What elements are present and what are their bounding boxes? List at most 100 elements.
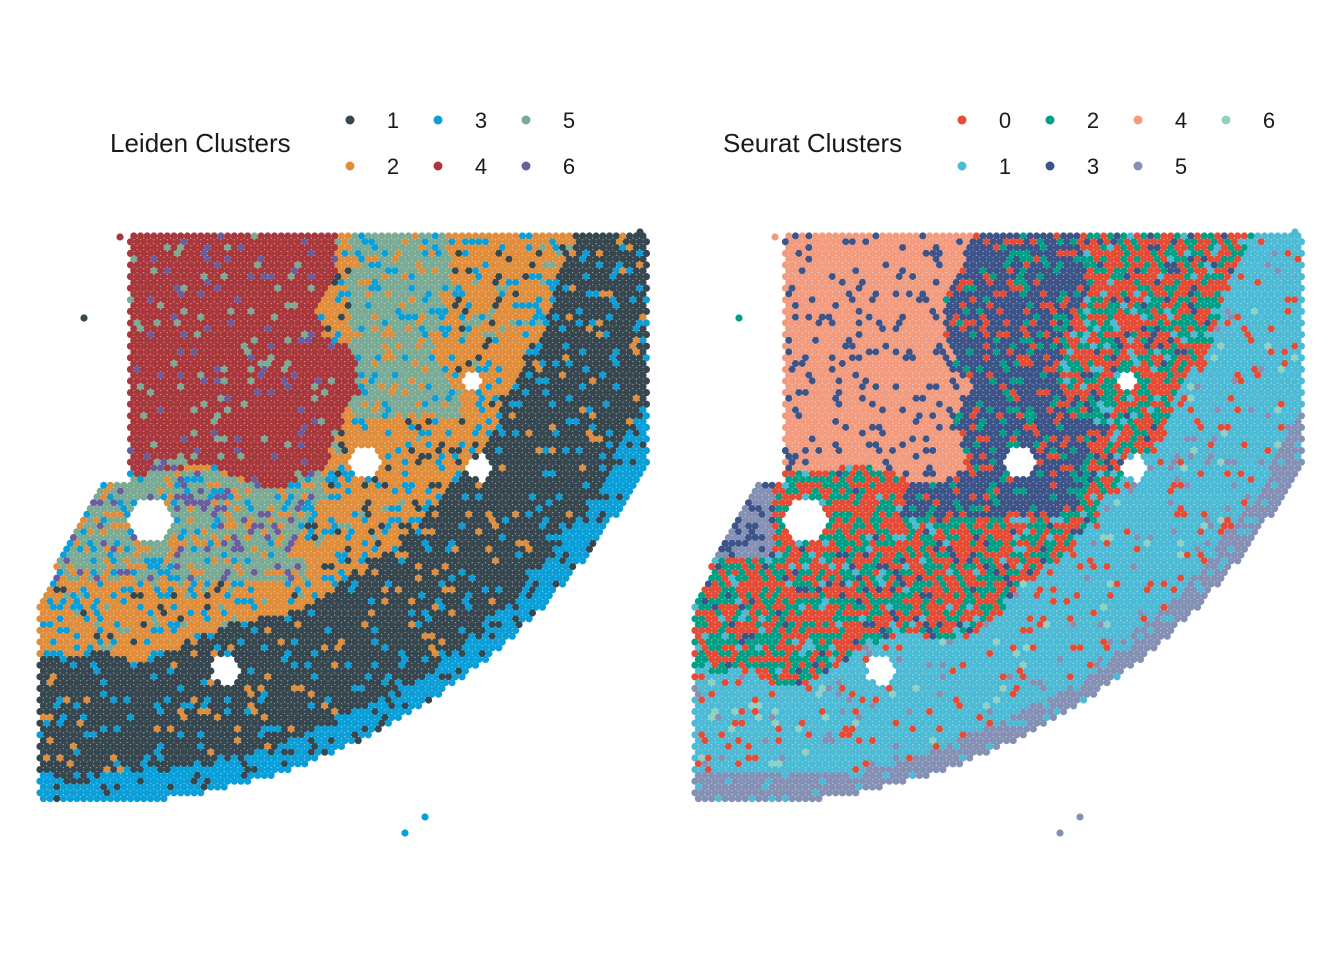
leiden-spot bbox=[351, 232, 359, 240]
leiden-spot bbox=[421, 273, 429, 281]
leiden-spot bbox=[589, 249, 597, 257]
leiden-spot bbox=[425, 255, 433, 263]
leiden-spot bbox=[589, 296, 597, 304]
leiden-spot bbox=[277, 232, 285, 240]
leiden-spot bbox=[404, 290, 413, 298]
leiden-spot bbox=[411, 313, 419, 321]
leiden-spot bbox=[143, 302, 151, 310]
leiden-spot bbox=[197, 244, 205, 252]
leiden-spot bbox=[297, 325, 305, 333]
leiden-spot bbox=[414, 284, 423, 292]
leiden-spot bbox=[207, 273, 215, 281]
leiden-spot bbox=[130, 278, 138, 286]
leiden-spot bbox=[311, 302, 319, 310]
leiden-spot bbox=[334, 273, 342, 281]
leiden-spot bbox=[220, 284, 228, 292]
leiden-spot bbox=[193, 261, 201, 269]
leiden-spot bbox=[538, 232, 547, 240]
leiden-spot bbox=[404, 302, 413, 310]
leiden-spot bbox=[230, 278, 238, 286]
leiden-spot bbox=[364, 244, 372, 252]
leiden-spot bbox=[304, 244, 312, 252]
leiden-spot bbox=[475, 319, 483, 327]
leiden-spot bbox=[525, 278, 533, 286]
leiden-spot bbox=[552, 244, 560, 252]
leiden-spot bbox=[471, 267, 480, 275]
leiden-spot bbox=[200, 307, 208, 315]
leiden-spot bbox=[609, 307, 617, 315]
leiden-spot bbox=[431, 244, 439, 252]
leiden-spot bbox=[270, 244, 279, 252]
leiden-spot bbox=[471, 232, 480, 240]
leiden-spot bbox=[458, 302, 466, 310]
leiden-spot bbox=[582, 238, 590, 246]
leiden-spot bbox=[508, 261, 516, 269]
leiden-spot bbox=[421, 249, 429, 257]
leiden-spot bbox=[445, 232, 453, 240]
leiden-spot bbox=[505, 325, 513, 333]
leiden-spot bbox=[465, 255, 473, 263]
leiden-spot bbox=[545, 302, 553, 310]
leiden-spot bbox=[324, 290, 332, 298]
leiden-spot bbox=[347, 307, 356, 315]
leiden-spot bbox=[532, 255, 540, 263]
leiden-spot bbox=[559, 290, 567, 298]
leiden-spot bbox=[294, 307, 302, 315]
leiden-spot bbox=[237, 278, 245, 286]
leiden-spot bbox=[368, 273, 376, 281]
leiden-spot bbox=[475, 249, 483, 257]
leiden-spot bbox=[394, 296, 402, 304]
leiden-spot bbox=[552, 325, 560, 333]
leiden-spot bbox=[538, 325, 547, 333]
leiden-spot bbox=[217, 302, 225, 310]
leiden-spot bbox=[190, 267, 198, 275]
leiden-spot bbox=[257, 278, 265, 286]
leiden-spot bbox=[388, 319, 396, 327]
leiden-spot bbox=[133, 284, 141, 292]
leiden-spot bbox=[425, 244, 433, 252]
leiden-spot bbox=[324, 255, 332, 263]
leiden-spot bbox=[639, 278, 647, 286]
leiden-spot bbox=[311, 244, 319, 252]
leiden-spot bbox=[291, 244, 299, 252]
leiden-spot bbox=[626, 255, 634, 263]
leiden-spot bbox=[274, 261, 282, 269]
leiden-spot bbox=[220, 249, 228, 257]
leiden-spot bbox=[234, 273, 242, 281]
leiden-spot bbox=[579, 232, 587, 240]
leiden-spot bbox=[260, 238, 268, 246]
leiden-spot bbox=[157, 267, 165, 275]
leiden-spot bbox=[492, 267, 500, 275]
leiden-spot bbox=[498, 255, 506, 263]
leiden-spot bbox=[622, 249, 630, 257]
leiden-spot bbox=[475, 296, 483, 304]
leiden-spot bbox=[347, 319, 356, 327]
leiden-spot bbox=[622, 238, 630, 246]
leiden-spot bbox=[153, 307, 161, 315]
leiden-spot bbox=[512, 313, 520, 321]
leiden-spot bbox=[260, 261, 268, 269]
leiden-spot bbox=[260, 307, 268, 315]
leiden-spot bbox=[314, 284, 322, 292]
leiden-spot bbox=[414, 296, 423, 304]
leiden-spot bbox=[565, 290, 573, 298]
leiden-spot bbox=[572, 313, 580, 321]
leiden-spot bbox=[264, 232, 272, 240]
leiden-spot bbox=[250, 244, 258, 252]
leiden-spot bbox=[224, 244, 232, 252]
leiden-spot bbox=[619, 302, 627, 310]
leiden-spot bbox=[183, 290, 191, 298]
leiden-spot bbox=[391, 302, 399, 310]
leiden-spot bbox=[190, 290, 198, 298]
leiden-spot bbox=[157, 313, 165, 321]
leiden-spot bbox=[532, 313, 540, 321]
leiden-spot bbox=[552, 278, 560, 286]
leiden-spot bbox=[136, 325, 145, 333]
leiden-spot bbox=[535, 273, 543, 281]
leiden-spot bbox=[274, 273, 282, 281]
leiden-spot bbox=[498, 302, 506, 310]
leiden-spot bbox=[170, 278, 178, 286]
leiden-spot bbox=[535, 307, 543, 315]
leiden-spot bbox=[187, 249, 195, 257]
leiden-spot bbox=[210, 244, 218, 252]
